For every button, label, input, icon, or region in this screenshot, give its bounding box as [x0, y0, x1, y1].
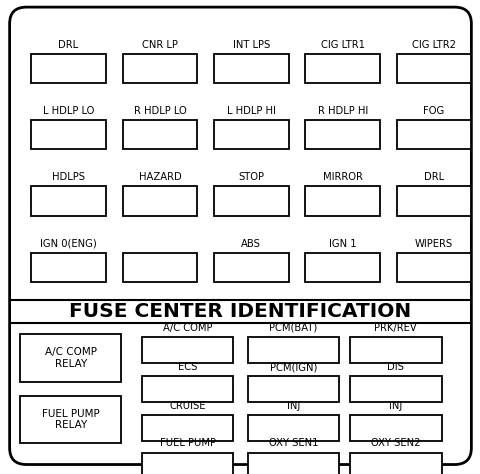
- Text: IGN 0(ENG): IGN 0(ENG): [40, 239, 96, 249]
- Bar: [142, 415, 233, 441]
- Text: FUEL PUMP: FUEL PUMP: [159, 438, 215, 448]
- Text: CRUISE: CRUISE: [169, 401, 205, 411]
- Bar: [247, 337, 338, 363]
- Bar: [31, 186, 106, 216]
- Bar: [122, 253, 197, 282]
- Text: HDLPS: HDLPS: [52, 173, 85, 182]
- Bar: [214, 253, 288, 282]
- Bar: [31, 253, 106, 282]
- Bar: [396, 54, 470, 83]
- Text: FUEL PUMP
RELAY: FUEL PUMP RELAY: [42, 409, 99, 430]
- Bar: [214, 120, 288, 149]
- Bar: [20, 396, 121, 443]
- Bar: [247, 415, 338, 441]
- Text: ECS: ECS: [178, 362, 197, 372]
- Bar: [142, 376, 233, 402]
- Text: R HDLP LO: R HDLP LO: [133, 106, 186, 116]
- Text: IGN 1: IGN 1: [328, 239, 356, 249]
- Text: WIPERS: WIPERS: [414, 239, 452, 249]
- Bar: [122, 54, 197, 83]
- Bar: [305, 253, 379, 282]
- Text: MIRROR: MIRROR: [322, 173, 362, 182]
- Bar: [122, 120, 197, 149]
- Text: STOP: STOP: [238, 173, 264, 182]
- Text: R HDLP HI: R HDLP HI: [317, 106, 367, 116]
- Text: INJ: INJ: [286, 401, 300, 411]
- Text: PRK/REV: PRK/REV: [374, 323, 416, 333]
- Bar: [396, 120, 470, 149]
- Bar: [247, 453, 338, 474]
- Text: INT LPS: INT LPS: [232, 40, 269, 50]
- Bar: [349, 337, 441, 363]
- Text: OXY SEN1: OXY SEN1: [268, 438, 317, 448]
- FancyBboxPatch shape: [10, 7, 470, 465]
- Bar: [142, 337, 233, 363]
- Bar: [214, 54, 288, 83]
- Text: DRL: DRL: [59, 40, 78, 50]
- Text: FOG: FOG: [422, 106, 444, 116]
- Bar: [247, 376, 338, 402]
- Text: OXY SEN2: OXY SEN2: [371, 438, 420, 448]
- Text: PCM(BAT): PCM(BAT): [269, 323, 317, 333]
- Bar: [31, 54, 106, 83]
- Bar: [305, 120, 379, 149]
- Text: INJ: INJ: [388, 401, 402, 411]
- Bar: [305, 54, 379, 83]
- Text: L HDLP LO: L HDLP LO: [43, 106, 94, 116]
- Text: HAZARD: HAZARD: [138, 173, 181, 182]
- Bar: [396, 186, 470, 216]
- Bar: [20, 334, 121, 382]
- Bar: [142, 453, 233, 474]
- Text: PCM(IGN): PCM(IGN): [269, 362, 316, 372]
- Text: FUSE CENTER IDENTIFICATION: FUSE CENTER IDENTIFICATION: [69, 302, 411, 321]
- Text: A/C COMP: A/C COMP: [163, 323, 212, 333]
- Bar: [214, 186, 288, 216]
- Bar: [349, 376, 441, 402]
- Text: DRL: DRL: [423, 173, 443, 182]
- Text: CIG LTR2: CIG LTR2: [411, 40, 455, 50]
- Text: ABS: ABS: [241, 239, 261, 249]
- Bar: [305, 186, 379, 216]
- Text: A/C COMP
RELAY: A/C COMP RELAY: [45, 347, 96, 369]
- Bar: [31, 120, 106, 149]
- Bar: [349, 453, 441, 474]
- Text: CNR LP: CNR LP: [142, 40, 178, 50]
- Text: DIS: DIS: [386, 362, 404, 372]
- Bar: [349, 415, 441, 441]
- Bar: [122, 186, 197, 216]
- Text: CIG LTR1: CIG LTR1: [320, 40, 364, 50]
- Text: L HDLP HI: L HDLP HI: [227, 106, 275, 116]
- Bar: [396, 253, 470, 282]
